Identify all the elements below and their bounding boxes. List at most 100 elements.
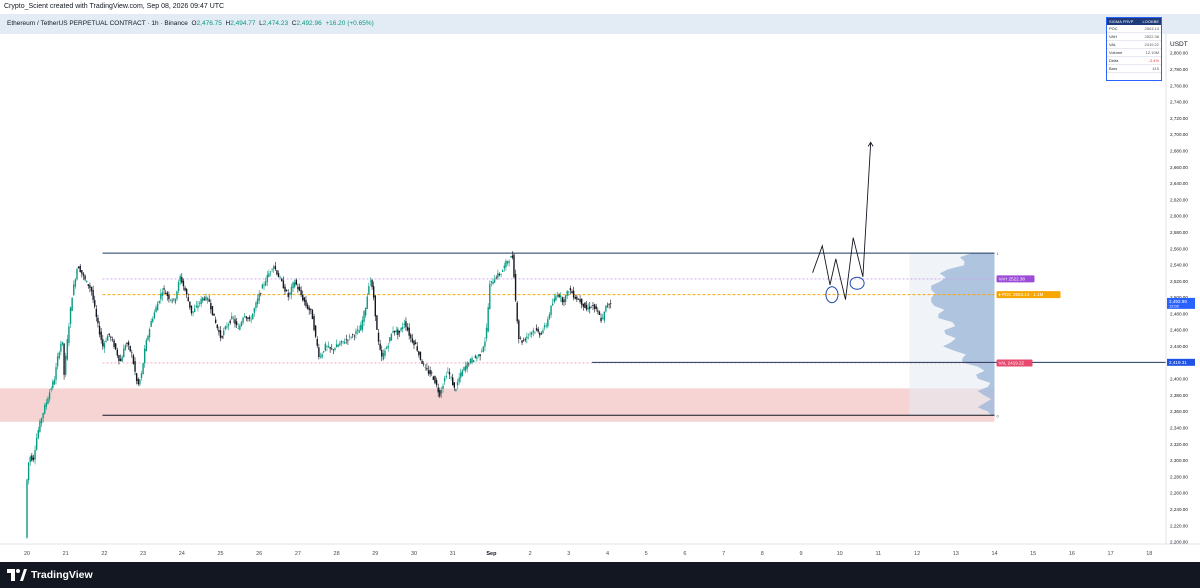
candle xyxy=(555,293,557,302)
candle xyxy=(453,382,456,391)
candle-body xyxy=(550,305,552,315)
x-tick-label: 24 xyxy=(179,551,185,557)
candle-body xyxy=(555,296,557,301)
x-tick-label: 29 xyxy=(372,551,378,557)
candle-body xyxy=(189,301,191,308)
candle xyxy=(393,330,396,336)
stats-value: 415 xyxy=(1152,66,1159,71)
candle-body xyxy=(382,352,385,360)
candle-body xyxy=(482,346,485,352)
symbol-name[interactable]: Ethereum / TetherUS PERPETUAL CONTRACT ·… xyxy=(7,20,188,27)
candle-body xyxy=(174,298,177,303)
candle xyxy=(164,290,167,295)
y-tick-label: 2,600.00 xyxy=(1170,214,1188,219)
price-chart[interactable]: 10 USDT2,200.002,220.002,240.002,260.002… xyxy=(0,0,1200,562)
tradingview-logo[interactable]: TradingView xyxy=(7,568,93,582)
candle xyxy=(235,317,238,329)
candle xyxy=(332,349,335,355)
circle-annotation-higher-low xyxy=(849,276,865,290)
candle xyxy=(256,294,259,308)
candle xyxy=(53,376,56,385)
candle-body xyxy=(481,351,483,352)
stats-label: VAH xyxy=(1109,34,1117,39)
candle-body xyxy=(318,347,320,358)
fib-top-label: 1 xyxy=(997,251,1000,256)
y-tick-label: 2,480.00 xyxy=(1170,311,1188,316)
candle xyxy=(418,350,420,358)
candle-body xyxy=(263,284,265,286)
candle xyxy=(300,286,302,298)
candle xyxy=(584,302,586,309)
candle xyxy=(205,293,207,302)
candle-body xyxy=(453,382,456,388)
candle xyxy=(163,285,165,295)
candle-body xyxy=(539,332,541,336)
candle-body xyxy=(276,270,278,275)
candle-body xyxy=(210,303,212,310)
candle xyxy=(282,276,285,289)
candle-body xyxy=(439,390,441,397)
x-tick-label: 3 xyxy=(567,551,570,557)
y-tick-label: 2,620.00 xyxy=(1170,197,1188,202)
candle-body xyxy=(384,350,386,356)
candle-body xyxy=(90,287,93,292)
candle xyxy=(421,359,423,365)
candle xyxy=(592,302,594,311)
candle-body xyxy=(360,324,362,331)
candle xyxy=(392,326,394,334)
candle xyxy=(553,294,555,304)
candle xyxy=(364,307,367,319)
candle xyxy=(147,334,149,342)
candle-body xyxy=(253,308,256,313)
candle-body xyxy=(435,380,438,385)
candle xyxy=(610,299,612,309)
candle xyxy=(516,300,518,324)
candle xyxy=(81,270,83,278)
candle-body xyxy=(134,361,136,372)
candle xyxy=(595,303,597,312)
candle-body xyxy=(476,356,478,359)
candle-body xyxy=(205,296,207,301)
candle-body xyxy=(551,303,554,306)
candle xyxy=(111,336,114,342)
candle-body xyxy=(343,341,346,344)
candle-body xyxy=(314,325,317,337)
candle xyxy=(340,340,343,347)
candle xyxy=(313,313,315,332)
candle xyxy=(284,283,286,295)
candle xyxy=(576,294,578,303)
candle-body xyxy=(358,330,360,333)
candle-body xyxy=(295,279,297,285)
candle xyxy=(405,317,407,331)
candle-body xyxy=(474,356,476,358)
candle-body xyxy=(569,288,572,291)
candle xyxy=(77,265,80,269)
y-tick-label: 2,720.00 xyxy=(1170,116,1188,121)
candle-body xyxy=(456,381,459,386)
candle xyxy=(460,368,462,383)
candle xyxy=(379,340,381,351)
candle xyxy=(448,368,451,380)
stats-row: Bars 415 xyxy=(1107,65,1161,73)
candle-body xyxy=(553,298,555,303)
candle-body xyxy=(493,279,496,283)
candle xyxy=(402,322,404,333)
candle xyxy=(85,280,88,283)
candle-body xyxy=(327,345,330,348)
candle-body xyxy=(558,294,560,298)
candle-body xyxy=(350,337,352,338)
candle xyxy=(35,433,38,451)
candle xyxy=(326,344,328,351)
candle xyxy=(73,280,75,296)
candle-body xyxy=(571,291,573,294)
candle-body xyxy=(118,355,120,362)
candle xyxy=(564,294,567,306)
candle-body xyxy=(564,295,567,303)
candle-body xyxy=(561,297,564,303)
candle-body xyxy=(498,274,501,276)
candle xyxy=(90,286,93,296)
candle-body xyxy=(89,285,91,288)
candle xyxy=(432,375,435,381)
candle xyxy=(252,313,254,320)
candle xyxy=(561,296,564,306)
